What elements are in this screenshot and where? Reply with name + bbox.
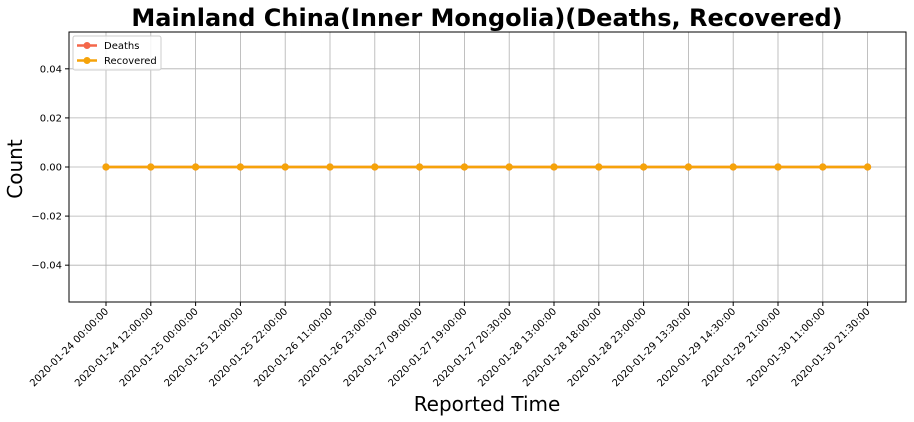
data-point-recovered xyxy=(819,163,827,171)
data-point-recovered xyxy=(192,163,200,171)
data-point-recovered xyxy=(640,163,648,171)
data-point-recovered xyxy=(774,163,782,171)
data-point-recovered xyxy=(281,163,289,171)
y-tick-label: −0.02 xyxy=(31,212,62,223)
data-point-recovered xyxy=(460,163,468,171)
y-tick-label: 0.00 xyxy=(40,163,62,174)
data-point-recovered xyxy=(505,163,513,171)
series-lines xyxy=(102,163,872,171)
data-point-recovered xyxy=(326,163,334,171)
y-axis-label: Count xyxy=(3,139,27,199)
data-point-recovered xyxy=(595,163,603,171)
data-point-recovered xyxy=(864,163,872,171)
data-point-recovered xyxy=(102,163,110,171)
data-point-recovered xyxy=(729,163,737,171)
data-point-recovered xyxy=(416,163,424,171)
legend-deaths-marker xyxy=(83,42,91,49)
data-point-recovered xyxy=(684,163,693,171)
y-tick-label: 0.04 xyxy=(40,64,62,75)
legend: Deaths Recovered xyxy=(72,35,162,71)
data-point-recovered xyxy=(236,163,244,171)
chart-title: Mainland China(Inner Mongolia)(Deaths, R… xyxy=(131,4,842,32)
data-point-recovered xyxy=(371,163,379,171)
legend-recovered-label: Recovered xyxy=(104,56,157,67)
data-point-recovered xyxy=(550,163,558,171)
y-tick-label: −0.04 xyxy=(31,261,62,272)
y-tick-label: 0.02 xyxy=(40,113,62,124)
data-point-recovered xyxy=(147,163,155,171)
legend-recovered-marker xyxy=(83,57,91,64)
legend-deaths-label: Deaths xyxy=(104,41,139,52)
x-axis-label: Reported Time xyxy=(414,392,561,416)
y-axis-ticks: 0.04 0.02 0.00 −0.02 −0.04 xyxy=(31,64,69,272)
